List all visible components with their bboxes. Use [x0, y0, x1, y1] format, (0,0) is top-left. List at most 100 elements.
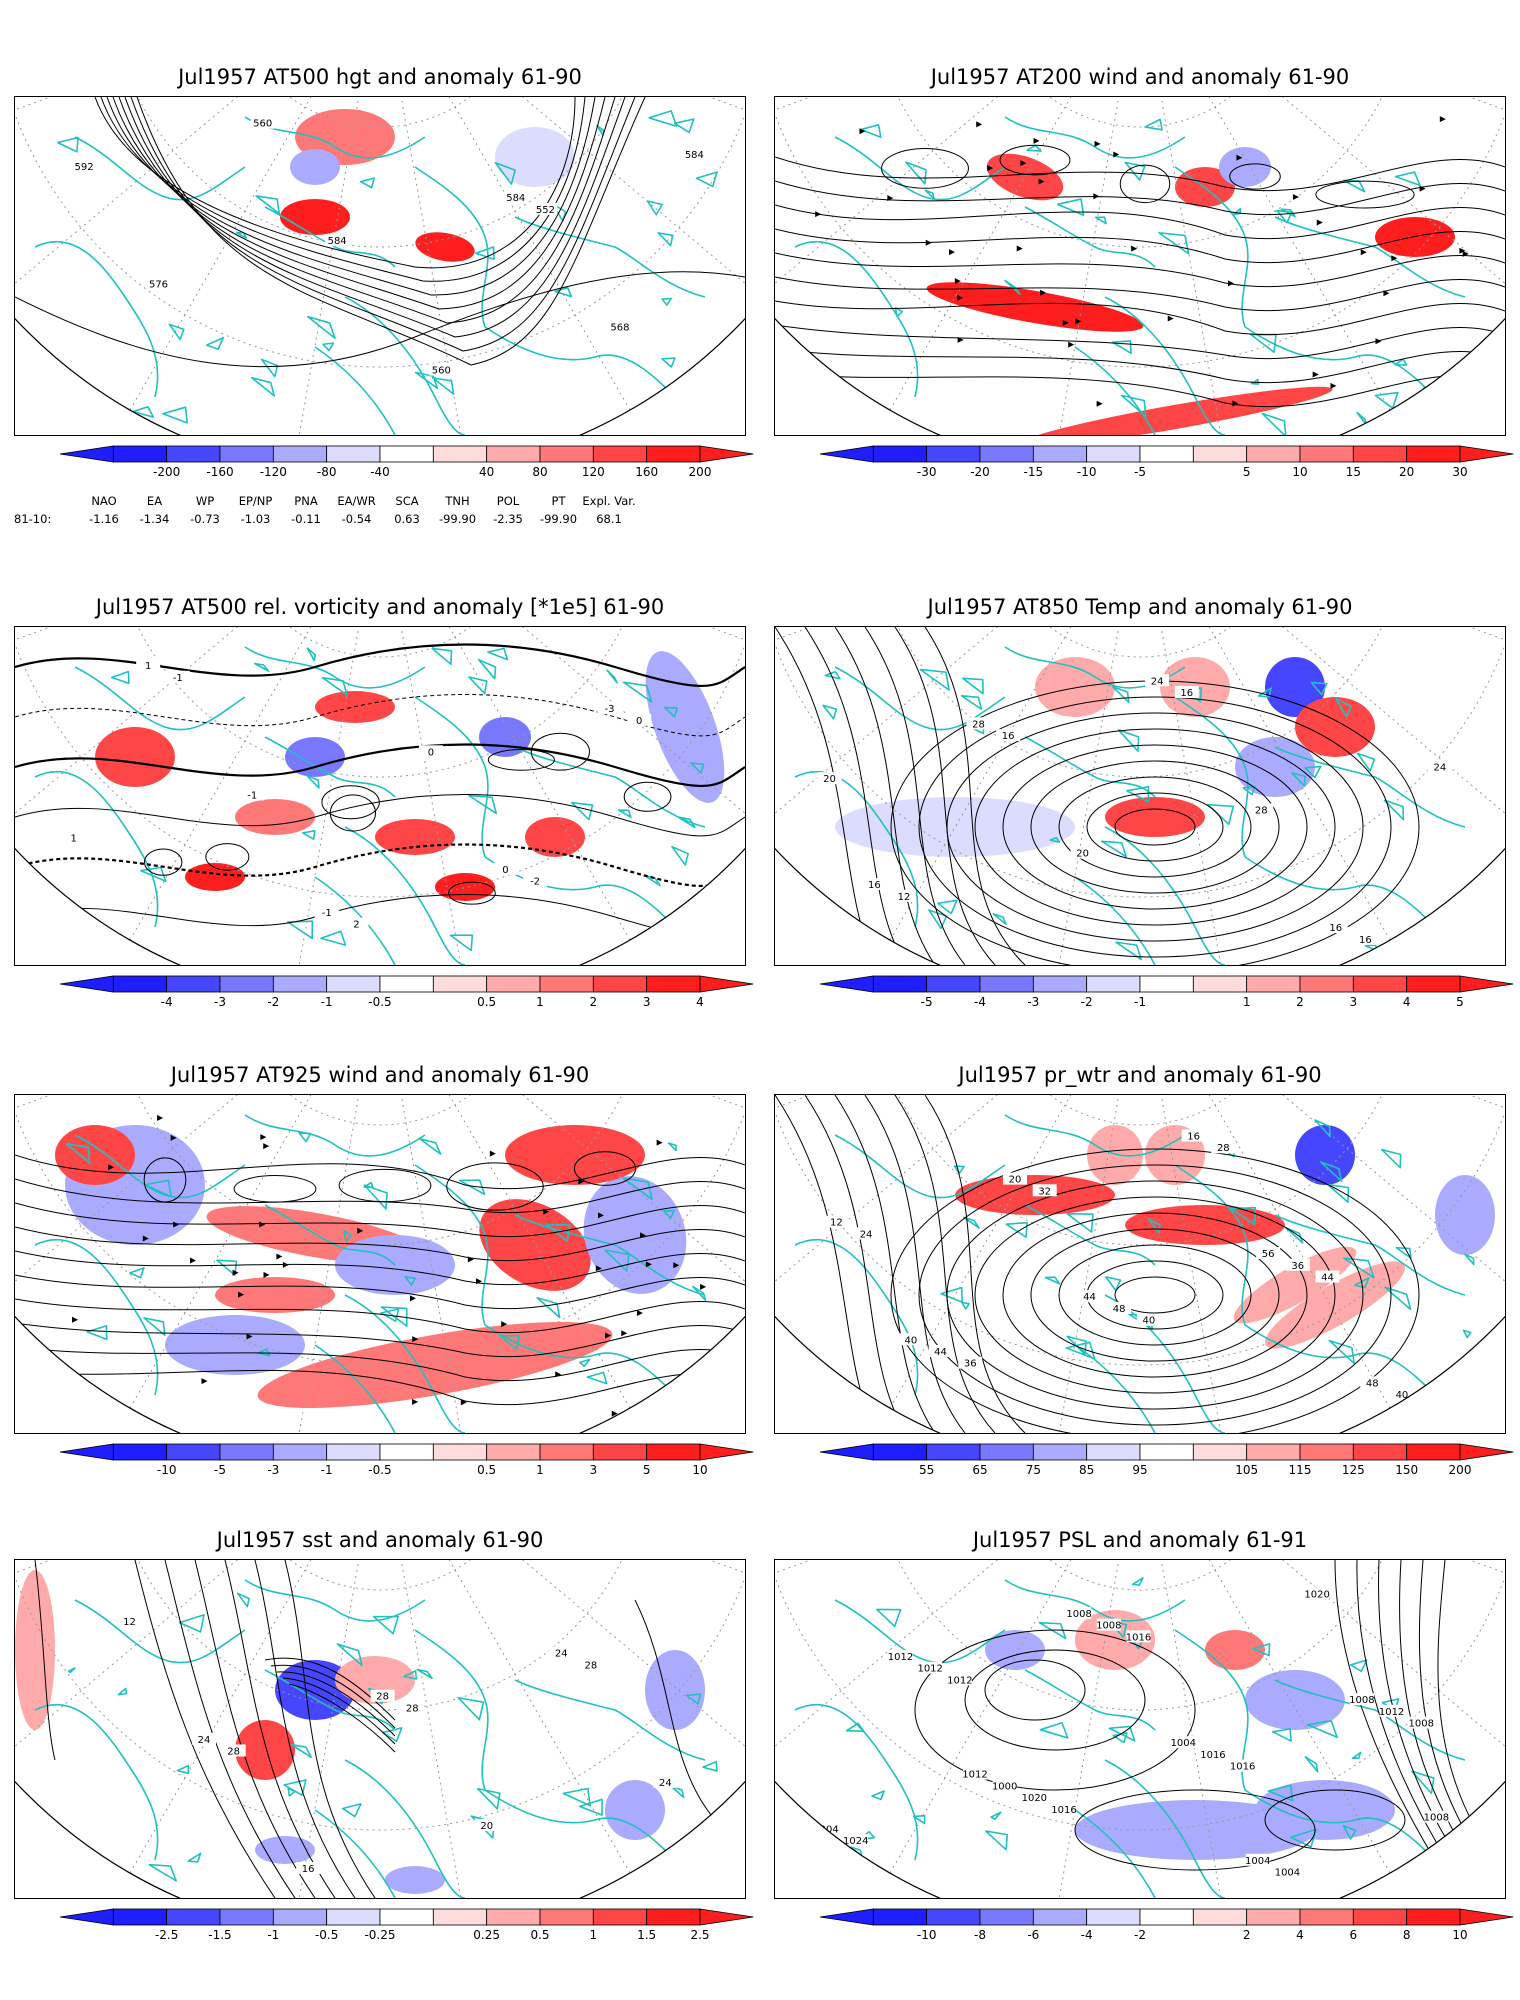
teleconnection-header: TNH — [445, 494, 470, 508]
colorbar-tick-label: -0.5 — [368, 1463, 391, 1477]
map-domain: 20 16 16 16 12 20 28 24 28 24 16 16 — [775, 627, 1505, 965]
color-scale: -200 -160 -120 -80 -40 40 80 120 160 200 — [14, 445, 754, 486]
colorbar-segment — [219, 975, 274, 993]
color-scale: -4 -3 -2 -1 -0.5 0.5 1 2 3 4 — [14, 975, 754, 1016]
contour-label: 1020 — [1304, 1589, 1329, 1600]
colorbar-segment — [1032, 445, 1088, 463]
teleconnection-header: EP/NP — [238, 494, 273, 508]
contour-label: -3 — [605, 704, 615, 715]
colorbar-segment — [926, 1908, 981, 1926]
contour-label: 584 — [328, 236, 347, 247]
map-plot: 1016 1016 1008 1012 1016 1020 1024 1020 1016 1012… — [774, 1559, 1506, 1899]
colorbar-segment — [432, 975, 488, 993]
anomaly-shading — [985, 1610, 1395, 1860]
contour-label: 44 — [1083, 1292, 1096, 1303]
colorbar-segment — [1139, 1908, 1194, 1926]
contour-label: 24 — [1151, 676, 1164, 687]
teleconnection-header: PT — [551, 494, 566, 508]
colorbar-segment — [539, 1443, 594, 1461]
contour-label: 1016 — [1230, 1762, 1255, 1773]
colorbar-segment — [1032, 1908, 1088, 1926]
colorbar-segment — [1032, 975, 1088, 993]
teleconnection-value: -99.90 — [438, 512, 477, 526]
colorbar-segment — [1192, 1908, 1248, 1926]
teleconnection-header-row: NAO EA WP EP/NP PNA EA/WR SCA TNH POL PT Expl. Var… — [14, 494, 746, 508]
anomaly-shading — [55, 1125, 687, 1409]
colorbar-tick-label: 2 — [1243, 1928, 1251, 1942]
panel-title: Jul1957 pr_wtr and anomaly 61-90 — [958, 1063, 1322, 1087]
colorbar-tick-label: 55 — [919, 1463, 934, 1477]
contour-label: 1024 — [843, 1836, 868, 1847]
contour-labels: 0 -1 2 -2 1 -1 0 -3 1 -1 0 — [61, 659, 652, 931]
color-scale: 55 65 75 85 95 105 115 125 150 200 — [774, 1443, 1514, 1484]
graticule — [775, 1095, 1505, 1433]
panel-title: Jul1957 sst and anomaly 61-90 — [216, 1528, 544, 1552]
map-plot: 20 16 16 16 12 20 28 24 28 24 16 16 — [774, 626, 1506, 966]
map-svg: 552 592 560 560 568 576 584 584 584 — [15, 97, 745, 435]
contour-label: 2 — [353, 920, 359, 931]
map-svg — [775, 97, 1505, 435]
panel-title: Jul1957 AT925 wind and anomaly 61-90 — [170, 1063, 590, 1087]
colorbar-segment — [272, 1908, 328, 1926]
contour-label: 36 — [1291, 1261, 1304, 1272]
colorbar-segment — [872, 445, 928, 463]
map-svg: 20 16 16 16 12 20 28 24 28 24 16 16 — [775, 627, 1505, 965]
colorbar-arrow-right — [1459, 1443, 1514, 1461]
colorbar-tick-label: 6 — [1350, 1928, 1358, 1942]
anomaly-shading — [926, 147, 1455, 435]
graticule — [775, 97, 1505, 435]
colorbar-segment — [112, 1443, 168, 1461]
colorbar-tick-label: 10 — [1292, 465, 1307, 479]
contour-lines — [15, 97, 745, 368]
contour-label: 20 — [1076, 849, 1089, 860]
colorbar-tick-label: -80 — [317, 465, 337, 479]
colorbar-segment — [1406, 445, 1461, 463]
contour-label: 1004 — [813, 1824, 838, 1835]
colorbar-tick-label: 5 — [1243, 465, 1251, 479]
contour-label: 28 — [406, 1703, 419, 1714]
colorbar-segment — [219, 1908, 274, 1926]
colorbar-tick-label: -10 — [157, 1463, 177, 1477]
colorbar-segment — [1192, 975, 1248, 993]
contour-label: 1016 — [1051, 1805, 1076, 1816]
contour-label: 16 — [1359, 935, 1372, 946]
colorbar-segment — [592, 975, 648, 993]
colorbar-tick-label: -2 — [267, 995, 279, 1009]
colorbar-segment — [379, 445, 434, 463]
contour-label: 560 — [253, 119, 272, 130]
contour-label: 584 — [506, 193, 525, 204]
colorbar-segment — [1086, 1908, 1141, 1926]
colorbar-tick-label: -120 — [260, 465, 287, 479]
contour-label: 40 — [1142, 1316, 1155, 1327]
colorbar-segment — [219, 1443, 274, 1461]
colorbar-segment — [379, 1443, 434, 1461]
map-domain: 0 -1 2 -2 1 -1 0 -3 1 -1 0 — [15, 627, 745, 965]
coastlines — [34, 1579, 718, 1898]
teleconnection-header: POL — [496, 494, 520, 508]
colorbar-tick-label: 4 — [1296, 1928, 1304, 1942]
panel-title: Jul1957 AT500 rel. vorticity and anomaly… — [95, 595, 665, 619]
contour-label: 1004 — [1275, 1868, 1300, 1879]
colorbar-segment — [592, 445, 648, 463]
colorbar-segment — [1352, 445, 1408, 463]
map-plot: 28 28 28 12 16 20 24 24 28 24 — [14, 1559, 746, 1899]
contour-label: 0 — [636, 716, 642, 727]
teleconnection-value: -2.35 — [493, 512, 523, 526]
colorbar-segment — [539, 445, 594, 463]
colorbar-segment — [872, 1443, 928, 1461]
contour-labels: 28 28 28 12 16 20 24 24 28 24 — [117, 1615, 678, 1875]
colorbar-segment — [1406, 975, 1461, 993]
colorbar-arrow-right — [1459, 1908, 1514, 1926]
contour-label: 1016 — [1200, 1750, 1225, 1761]
color-scale: -2.5 -1.5 -1 -0.5 -0.25 0.25 0.5 1 1.5 2.5 — [14, 1908, 754, 1949]
map-plot — [14, 1094, 746, 1434]
colorbar-arrow-right — [699, 445, 754, 463]
map-domain: 1016 1016 1008 1012 1016 1020 1024 1020 1016 1012… — [775, 1560, 1505, 1898]
colorbar-segment — [272, 445, 328, 463]
colorbar-segment — [1086, 1443, 1141, 1461]
contour-label: 1008 — [1349, 1695, 1374, 1706]
colorbar-tick-label: -5 — [921, 995, 933, 1009]
colorbar-segment — [926, 1443, 981, 1461]
contour-label: 576 — [149, 279, 168, 290]
colorbar-segment — [432, 1443, 488, 1461]
